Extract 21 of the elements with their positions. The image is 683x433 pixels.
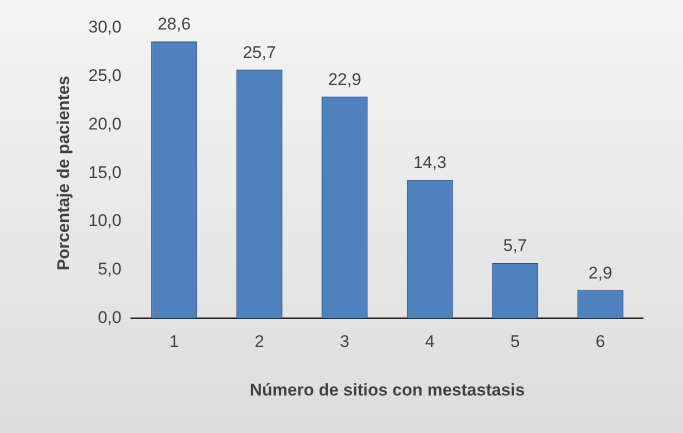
y-axis-title: Porcentaje de pacientes [54, 76, 73, 270]
x-tick-label: 6 [596, 332, 606, 352]
x-axis-title: Número de sitios con mestastasis [250, 380, 525, 400]
data-label: 25,7 [242, 42, 276, 62]
x-tick-label: 4 [425, 332, 435, 352]
x-tick-label: 3 [340, 332, 350, 352]
data-label: 28,6 [158, 14, 191, 34]
x-tick-label: 1 [169, 332, 179, 352]
y-tick-label: 30,0 [88, 18, 122, 37]
y-tick-label: 10,0 [88, 211, 122, 230]
data-label: 14,3 [413, 153, 446, 172]
x-tick-label: 2 [254, 332, 264, 352]
y-tick-label: 0,0 [98, 308, 122, 327]
data-label: 5,7 [503, 236, 527, 256]
data-label: 2,9 [588, 263, 612, 282]
y-tick-label: 15,0 [88, 162, 122, 182]
data-label: 22,9 [328, 70, 362, 89]
y-tick-label: 5,0 [98, 260, 122, 279]
x-tick-label: 5 [510, 332, 520, 352]
y-tick-label: 25,0 [88, 66, 122, 86]
y-tick-label: 20,0 [88, 114, 122, 134]
